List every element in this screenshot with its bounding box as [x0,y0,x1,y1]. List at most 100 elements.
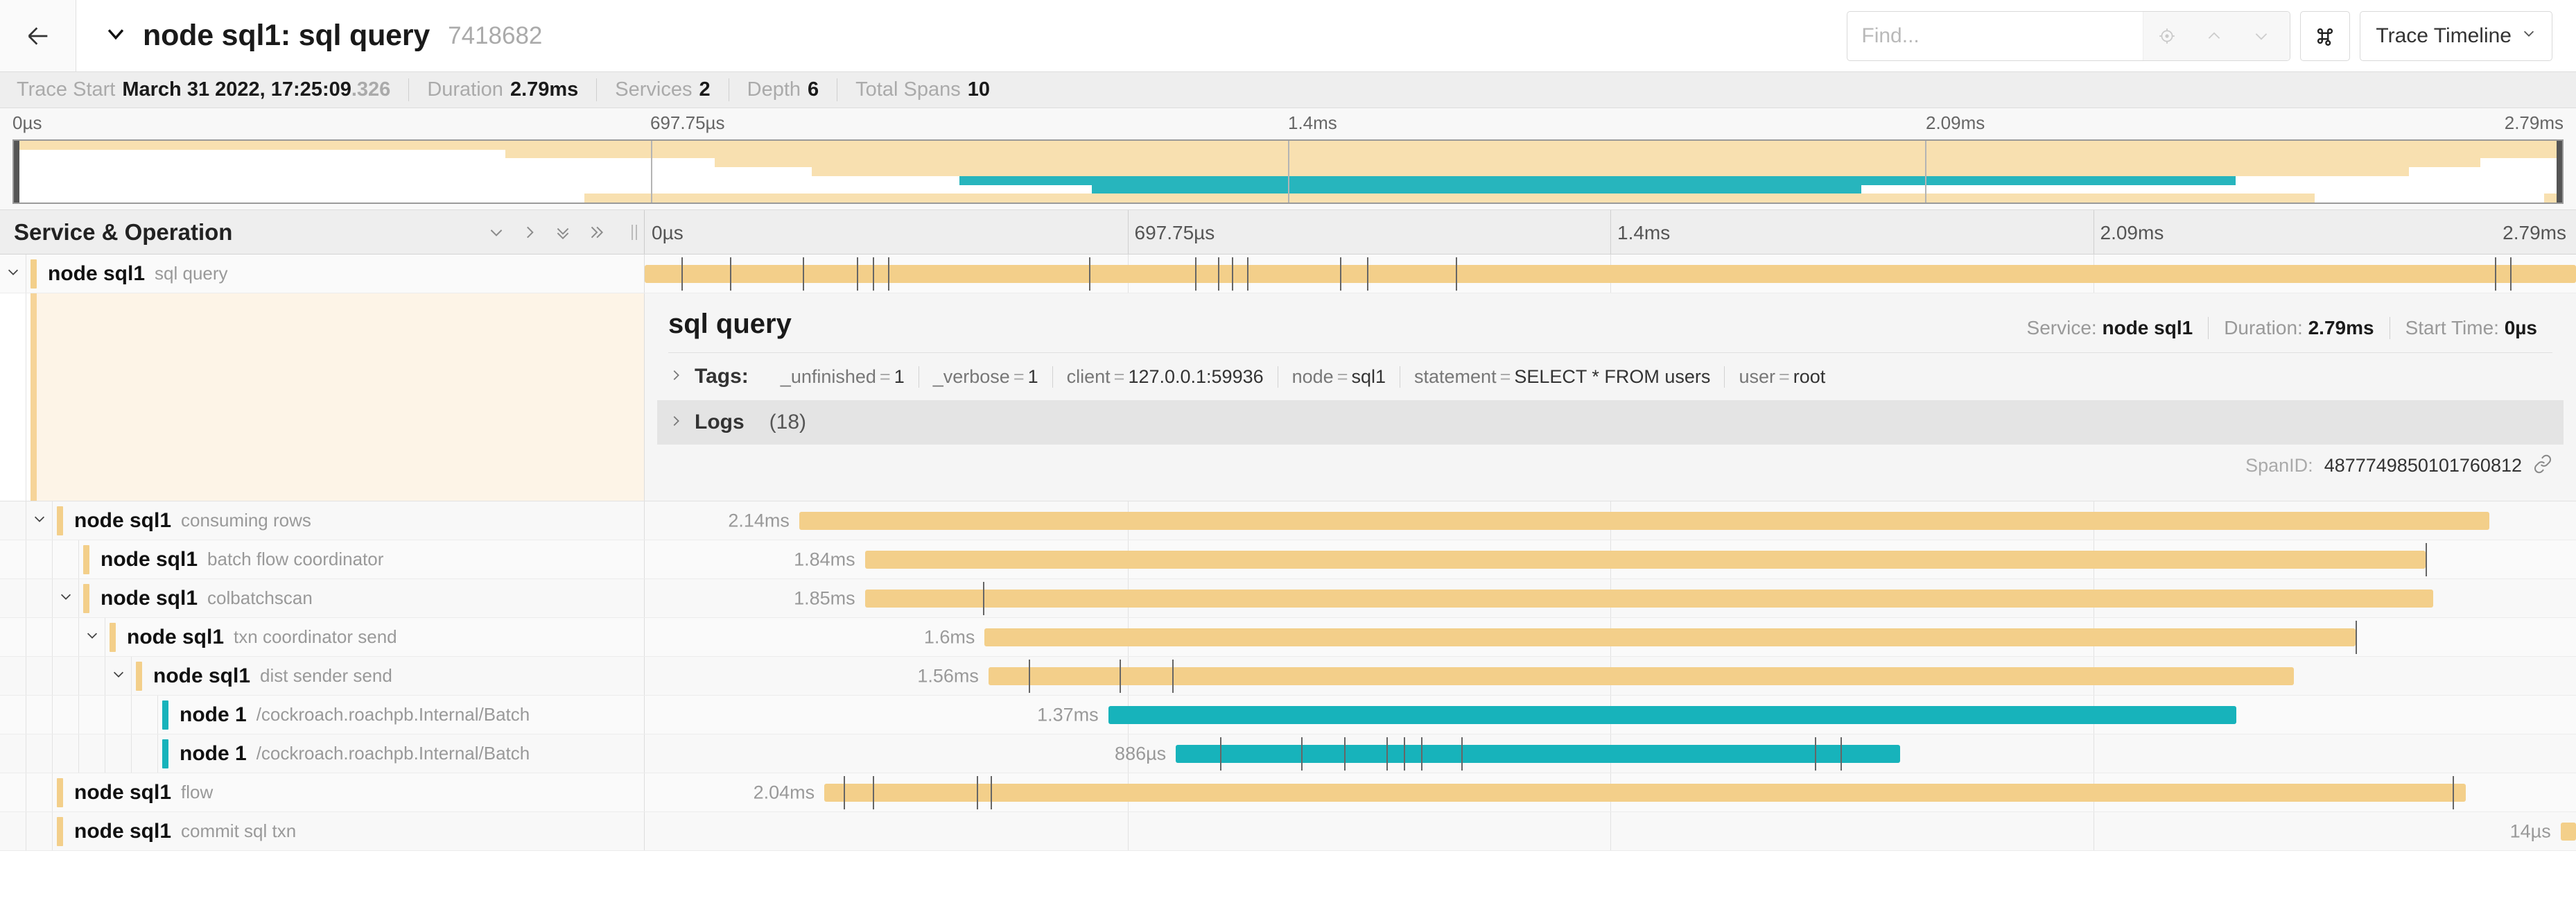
minimap-right-handle[interactable] [2557,141,2562,203]
span-row-left[interactable]: node sql1 flow [0,773,645,811]
span-row-left[interactable]: node sql1 commit sql txn [0,812,645,850]
indent-guide [0,540,26,578]
span-row-left[interactable]: node sql1 consuming rows [0,501,645,540]
trace-meta-label: Services [615,78,693,101]
span-row-left[interactable]: node sql1 dist sender send [0,657,645,695]
indent-guides [0,579,79,617]
span-detail-meta-label: Duration: [2224,317,2303,338]
span-service-name: node 1 [180,741,247,765]
span-duration-bar[interactable] [1176,744,1900,763]
span-row-left[interactable]: node sql1 txn coordinator send [0,618,645,656]
span-operation-name: dist sender send [260,665,392,686]
span-row-timeline[interactable]: 2.14ms [645,501,2576,540]
span-row-timeline[interactable]: 1.85ms [645,579,2576,617]
minimap[interactable]: 0µs 697.75µs 1.4ms 2.09ms 2.79ms [0,108,2576,210]
indent-guide [53,540,79,578]
chevron-down-icon[interactable] [487,223,505,241]
span-row[interactable]: node sql1 txn coordinator send 1.6ms [0,618,2576,657]
span-duration-bar[interactable] [824,783,2466,802]
span-duration-bar[interactable] [988,666,2295,685]
span-operation-name: commit sql txn [181,820,297,841]
chevron-right-icon[interactable] [668,366,684,388]
span-duration-bar[interactable] [1108,705,2236,724]
minimap-canvas[interactable] [12,139,2564,204]
chevron-down-icon[interactable] [2238,12,2285,60]
view-select[interactable]: Trace Timeline [2360,10,2552,61]
span-duration-label: 2.14ms [728,510,790,531]
span-duration-bar[interactable] [864,550,2426,569]
span-color-bar [57,777,63,807]
indent-guide [79,657,105,695]
span-row-timeline[interactable]: 1.37ms [645,696,2576,734]
span-row-left[interactable]: node sql1 batch flow coordinator [0,540,645,578]
span-row-timeline[interactable]: 2.04ms [645,773,2576,811]
span-row-timeline[interactable]: 1.84ms [645,540,2576,578]
span-expand-toggle[interactable] [53,579,79,617]
span-row-left[interactable]: node 1/cockroach.roachpb.Internal/Batch [0,696,645,734]
span-expand-toggle[interactable] [0,255,26,293]
span-row[interactable]: node sql1 commit sql txn 14µs [0,812,2576,851]
span-row-timeline[interactable]: 886µs [645,734,2576,773]
span-row-left[interactable]: node sql1 colbatchscan [0,579,645,617]
double-chevron-down-icon[interactable] [554,223,572,241]
double-chevron-right-icon[interactable] [587,223,605,241]
chevron-right-icon[interactable] [668,412,684,433]
span-log-marker [1386,737,1388,771]
chevron-right-icon[interactable] [521,223,539,241]
page-title: node sql1: sql query [143,19,430,52]
span-expand-toggle[interactable] [26,501,53,540]
span-log-marker [1195,257,1196,291]
minimap-left-handle[interactable] [14,141,19,203]
span-row[interactable]: node 1/cockroach.roachpb.Internal/Batch 8… [0,734,2576,773]
span-duration-label: 1.85ms [794,587,855,608]
span-row[interactable]: node sql1 flow 2.04ms [0,773,2576,812]
span-log-marker [1120,660,1122,693]
span-duration-bar[interactable] [984,628,2356,646]
back-button[interactable] [0,0,76,71]
link-icon[interactable] [2533,454,2552,477]
span-tag-value: 1 [1027,366,1038,387]
span-row[interactable]: node sql1 colbatchscan 1.85ms [0,579,2576,618]
span-log-marker [977,776,979,809]
span-row-timeline[interactable]: 1.56ms [645,657,2576,695]
top-bar: node sql1: sql query 7418682 [0,0,2576,72]
span-duration-bar[interactable] [799,511,2489,530]
span-service-name: node sql1 [74,508,172,532]
span-row[interactable]: node sql1 sql query [0,255,2576,293]
trace-meta-value: 2.79ms [510,78,579,101]
span-duration-bar[interactable] [2560,822,2576,841]
span-row[interactable]: node sql1 batch flow coordinator 1.84ms [0,540,2576,579]
span-row-left[interactable]: node sql1 sql query [0,255,645,293]
span-detail-meta-value: node sql1 [2102,317,2193,338]
timeline-gridline [1127,734,1129,773]
span-expand-toggle[interactable] [105,657,132,695]
indent-guide [26,812,53,850]
close-icon[interactable] [2285,12,2290,60]
target-icon[interactable] [2143,12,2191,60]
span-tags-row[interactable]: Tags: _unfinished = 1 _verbose = 1 client = 127.0… [645,353,2576,400]
chevron-down-icon[interactable] [104,22,128,51]
span-row[interactable]: node 1/cockroach.roachpb.Internal/Batch 1… [0,696,2576,734]
span-log-marker [1220,737,1222,771]
indent-guide [0,773,26,811]
span-log-marker [2425,543,2427,576]
command-key-button[interactable] [2300,10,2351,61]
span-logs-row[interactable]: Logs (18) [657,400,2564,445]
span-color-bar [57,816,63,846]
search-input[interactable] [1847,11,2143,60]
trace-meta-value: 2 [699,78,711,101]
chevron-up-icon[interactable] [2191,12,2238,60]
span-row-timeline[interactable]: 1.6ms [645,618,2576,656]
span-row-timeline[interactable]: 14µs [645,812,2576,850]
column-resize-handle[interactable] [632,224,637,240]
service-operation-header: Service & Operation [14,218,233,245]
span-operation-name: sql query [155,263,228,284]
span-expand-toggle[interactable] [79,618,105,656]
span-row-timeline[interactable] [645,255,2576,293]
span-row[interactable]: node sql1 dist sender send 1.56ms [0,657,2576,696]
span-row[interactable]: node sql1 consuming rows 2.14ms [0,501,2576,540]
span-duration-bar[interactable] [645,264,2576,283]
span-duration-bar[interactable] [864,589,2433,608]
span-row-left[interactable]: node 1/cockroach.roachpb.Internal/Batch [0,734,645,773]
minimap-span-bar [959,175,2236,185]
